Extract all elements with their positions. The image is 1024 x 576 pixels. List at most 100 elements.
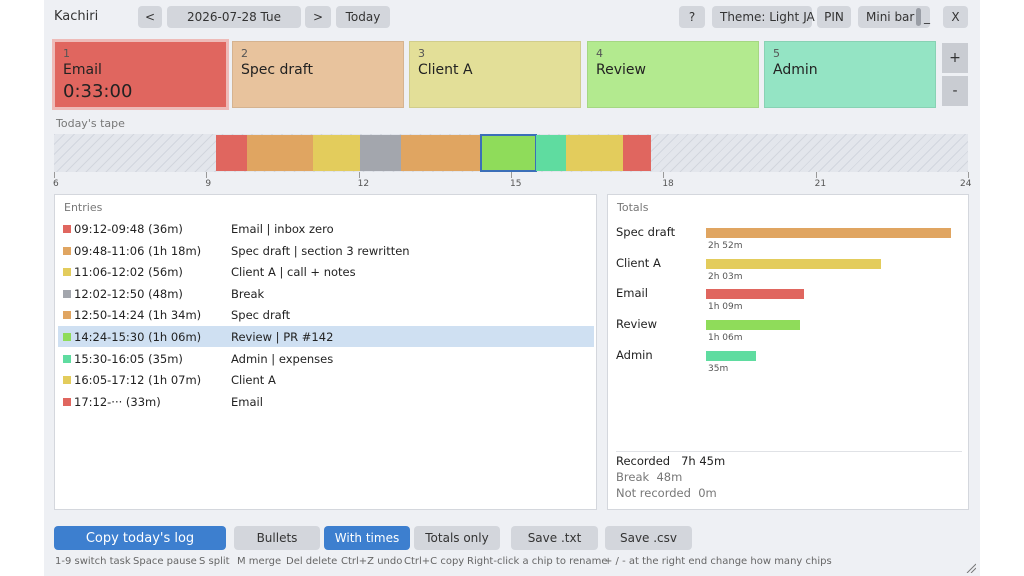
entry-time: 12:02-12:50 (48m) [74,286,183,301]
entry-color-swatch [63,268,71,277]
total-bar [706,228,951,238]
tape-tick [206,172,208,178]
chip-review[interactable]: 4 Review [587,41,759,108]
total-bar [706,350,756,361]
entry-time: 15:30-16:05 (35m) [74,351,183,366]
entry-time: 09:48-11:06 (1h 18m) [74,243,202,258]
close-button[interactable]: X [943,6,968,28]
help-button[interactable]: ? [679,6,705,28]
tape-segment[interactable] [246,135,313,171]
entry-row[interactable]: 09:48-11:06 (1h 18m) Spec draft | section… [58,240,594,261]
totals-only-button[interactable]: Totals only [414,526,500,550]
tape-segment[interactable] [216,135,247,171]
theme-label: Theme: Light [720,10,800,24]
tape-segment[interactable] [360,135,401,171]
entry-row[interactable]: 16:05-17:12 (1h 07m) Client A [58,369,594,390]
entry-row[interactable]: 09:12-09:48 (36m) Email | inbox zero [58,218,594,239]
total-duration: 1h 06m [708,333,743,344]
entry-task: Admin | expenses [231,351,334,366]
entry-time: 09:12-09:48 (36m) [74,222,183,236]
theme-button[interactable]: Theme: Light JA [712,6,815,28]
title-bar: Kachiri < 2026-07-28 Tue > Today ? Theme… [44,0,980,36]
next-day-button[interactable]: > [305,6,331,28]
bullets-button[interactable]: Bullets [234,526,320,550]
entry-row[interactable]: 14:24-15:30 (1h 06m) Review | PR #142 [58,326,594,347]
tape-segment[interactable] [479,134,538,172]
chip-spec-draft[interactable]: 2 Spec draft [232,41,404,108]
tape-segment[interactable] [400,135,481,171]
entry-row[interactable]: 17:12-··· (33m) Email [58,391,594,412]
entry-task: Client A | call + notes [231,265,356,280]
tape-segment[interactable] [566,135,623,171]
chip-number: 3 [418,47,425,60]
minimize-icon[interactable]: _ [924,10,930,24]
total-bar [706,289,805,300]
tape-tick-label: 24 [960,179,972,189]
hint-rename: Right-click a chip to rename [467,556,608,567]
chip-number: 1 [63,47,70,60]
entry-row[interactable]: 12:02-12:50 (48m) Break [58,283,594,304]
total-duration: 1h 09m [708,302,743,313]
tape-tick [358,172,360,178]
copy-log-button[interactable]: Copy today's log [54,526,226,550]
add-chip-button[interactable]: + [942,43,968,73]
divider [616,451,962,452]
entries-panel: Entries 09:12-09:48 (36m) Email | inbox z… [54,194,597,510]
save-csv-button[interactable]: Save .csv [605,526,692,550]
entries-title: Entries [64,201,103,214]
tape-segment[interactable] [312,135,361,171]
day-tape[interactable] [54,134,968,172]
entry-time: 12:50-14:24 (1h 34m) [74,308,202,323]
entry-task: Break [231,286,265,301]
chip-number: 5 [773,47,780,60]
tape-tick [511,172,512,178]
entry-color-swatch [63,311,71,320]
chip-number: 2 [241,47,248,60]
recorded-summary: Recorded 7h 45m [616,454,725,468]
total-name: Client A [616,255,661,270]
hint-delete: Del delete [286,556,338,567]
recorded-label: Recorded [616,454,671,468]
entry-color-swatch [63,246,71,255]
break-value: 48m [656,470,683,484]
mini-bar-button[interactable]: Mini bar _ [858,6,930,28]
mini-bar-label: Mini bar [866,10,915,24]
prev-day-button[interactable]: < [138,6,162,28]
app-title: Kachiri [54,9,99,24]
date-display[interactable]: 2026-07-28 Tue [167,6,301,28]
with-times-button[interactable]: With times [324,526,410,550]
tape-segment[interactable] [536,135,566,171]
remove-chip-button[interactable]: - [942,76,968,106]
break-summary: Break 48m [616,470,682,484]
chip-email[interactable]: 1 Email 0:33:00 [52,39,229,110]
entry-time: 17:12-··· (33m) [74,394,161,409]
tape-tick [968,172,969,178]
entry-task: Spec draft [231,308,291,323]
tape-tick-label: 12 [357,179,370,189]
total-name: Spec draft [616,225,676,239]
save-txt-button[interactable]: Save .txt [511,526,598,550]
entry-row[interactable]: 12:50-14:24 (1h 34m) Spec draft [58,304,594,325]
not-recorded-value: 0m [698,486,717,500]
entry-time: 16:05-17:12 (1h 07m) [74,373,202,388]
recorded-value: 7h 45m [681,454,726,468]
pin-button[interactable]: PIN [817,6,851,28]
resize-grip-icon[interactable] [966,563,976,573]
hint-undo: Ctrl+Z undo [341,556,403,567]
today-button[interactable]: Today [336,6,390,28]
entry-row[interactable]: 15:30-16:05 (35m) Admin | expenses [58,348,594,369]
chip-client-a[interactable]: 3 Client A [409,41,581,108]
tape-segment[interactable] [622,135,651,171]
entry-color-swatch [63,289,71,298]
entry-task: Email [231,394,263,409]
entry-task: Email | inbox zero [231,222,334,236]
total-duration: 2h 52m [708,241,743,251]
entry-row[interactable]: 11:06-12:02 (56m) Client A | call + notes [58,261,594,282]
total-duration: 35m [708,363,729,374]
entry-color-swatch [63,333,71,341]
tape-tick-label: 18 [662,179,674,189]
chip-name: Admin [773,62,818,78]
entry-task: Client A [231,373,276,388]
hint-split: S split [199,556,230,567]
chip-admin[interactable]: 5 Admin [764,41,936,108]
